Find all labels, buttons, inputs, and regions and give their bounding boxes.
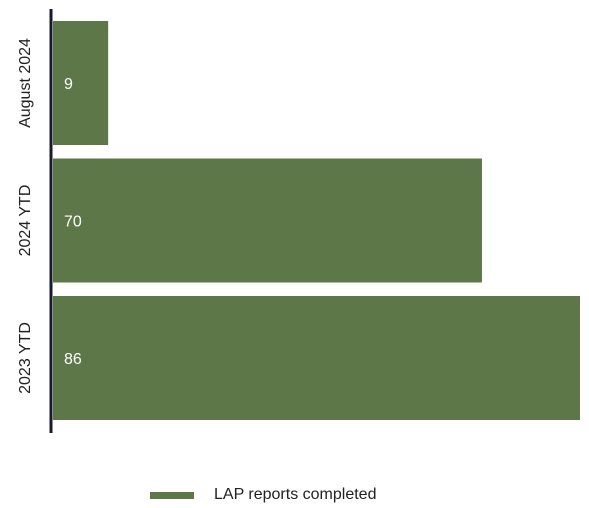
bar-2 bbox=[53, 296, 580, 420]
legend-label: LAP reports completed bbox=[214, 486, 377, 503]
bar-value-label-2: 86 bbox=[64, 351, 82, 368]
bars-group: 9 70 86 bbox=[53, 21, 580, 420]
bar-value-label-1: 70 bbox=[64, 214, 82, 231]
bar-0 bbox=[53, 21, 109, 145]
legend: LAP reports completed bbox=[150, 486, 376, 504]
bar-chart: 9 70 86 August 2024 2024 YTD 2023 YTD bbox=[17, 9, 580, 433]
bar-value-label-0: 9 bbox=[64, 76, 73, 93]
category-label-1: 2024 YTD bbox=[17, 185, 34, 257]
category-labels-group: August 2024 2024 YTD 2023 YTD bbox=[17, 38, 34, 394]
category-label-2: 2023 YTD bbox=[17, 322, 34, 394]
legend-swatch bbox=[150, 491, 194, 499]
bar-1 bbox=[53, 158, 482, 283]
category-label-0: August 2024 bbox=[17, 38, 34, 128]
